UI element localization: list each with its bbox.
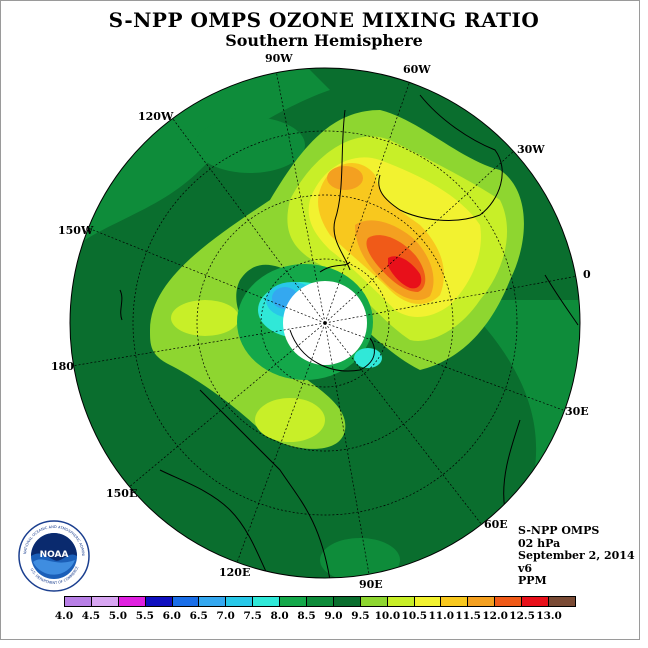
ozone-contour-8-5-bottom [320,538,400,578]
colorbar-tick-label: 11.0 [428,610,455,622]
lon-label-0: 0 [583,268,591,281]
colorbar-swatch [360,597,388,606]
colorbar-tick-label: 4.5 [81,610,101,622]
colorbar-swatch [172,597,200,606]
ozone-contour-11-0-north [327,166,363,190]
noaa-logo: NOAA NATIONAL OCEANIC AND ATMOSPHERIC AD… [18,520,90,592]
lon-label-90e: 90E [359,578,383,591]
lon-label-90w: 90W [265,52,293,65]
colorbar-tick-label: 9.0 [324,610,343,622]
lon-label-60w: 60W [403,63,431,76]
colorbar-tick-label: 8.0 [270,610,289,622]
colorbar-swatch [226,597,254,606]
colorbar-swatch [65,597,92,606]
meridians [71,68,580,578]
colorbar-tick-label: 5.0 [108,610,128,622]
colorbar-swatch [495,597,523,606]
colorbar-swatch [91,597,119,606]
colorbar-swatch [549,597,575,606]
coastlines [119,94,579,578]
colorbar-tick-label: 9.5 [351,610,370,622]
colorbar-tick-label: 5.5 [135,610,154,622]
ozone-contour-12-0 [388,256,422,289]
colorbar-swatch [307,597,334,606]
colorbar-swatch [253,597,281,606]
colorbar-tick-label: 10.0 [374,610,401,622]
map-subtitle: Southern Hemisphere [225,31,423,50]
ozone-contour-9-5-west [171,300,239,336]
info-version: v6 [518,561,533,575]
lon-label-30w: 30W [517,143,545,156]
colorbar-tick-label: 7.0 [216,610,235,622]
colorbar-swatch [333,597,361,606]
colorbar-swatch [199,597,227,606]
info-level: 02 hPa [518,536,561,550]
noaa-logo-text: NOAA [40,550,69,560]
lon-label-120e: 120E [219,566,251,579]
south-pole-marker [323,321,327,325]
colorbar-tick-label: 8.5 [297,610,316,622]
figure-frame [0,0,640,640]
colorbar-tick-label: 7.5 [243,610,262,622]
colorbar-tick-label: 10.5 [401,610,428,622]
map-boundary [69,67,581,579]
ozone-contour-9-5-south [255,398,325,442]
lon-label-150w: 150W [58,224,94,237]
colorbar-swatch [468,597,496,606]
lon-label-60e: 60E [484,518,508,531]
colorbar-tick-label: 6.0 [162,610,181,622]
colorbar-swatch [441,597,469,606]
colorbar-tick-label: 6.5 [189,610,208,622]
info-units: PPM [518,574,547,587]
colorbar-tick-label: 4.0 [54,610,74,622]
latitude-circles [132,130,518,516]
colorbar-tick-label: 13.0 [536,610,562,622]
colorbar [64,596,576,607]
ozone-contour-8-5-north [195,117,305,173]
info-block: S-NPP OMPS 02 hPa September 2, 2014 v6 P… [518,524,635,588]
lon-label-30e: 30E [565,405,589,418]
colorbar-swatch [145,597,173,606]
colorbar-tick-label: 11.5 [455,610,481,622]
info-instrument: S-NPP OMPS [518,524,600,537]
lon-label-180: 180 [51,360,74,373]
ozone-contour-7-5-east [354,348,382,368]
colorbar-tick-label: 12.0 [482,610,508,622]
colorbar-swatch [387,597,415,606]
colorbar-swatch [280,597,308,606]
lon-label-150e: 150E [106,487,138,500]
map-title: S-NPP OMPS OZONE MIXING RATIO [108,8,540,32]
colorbar-swatch [414,597,442,606]
lon-label-120w: 120W [138,110,174,123]
colorbar-swatch [118,597,146,606]
info-date: September 2, 2014 [518,549,635,562]
colorbar-swatch [522,597,550,606]
colorbar-tick-label: 12.5 [509,610,535,622]
